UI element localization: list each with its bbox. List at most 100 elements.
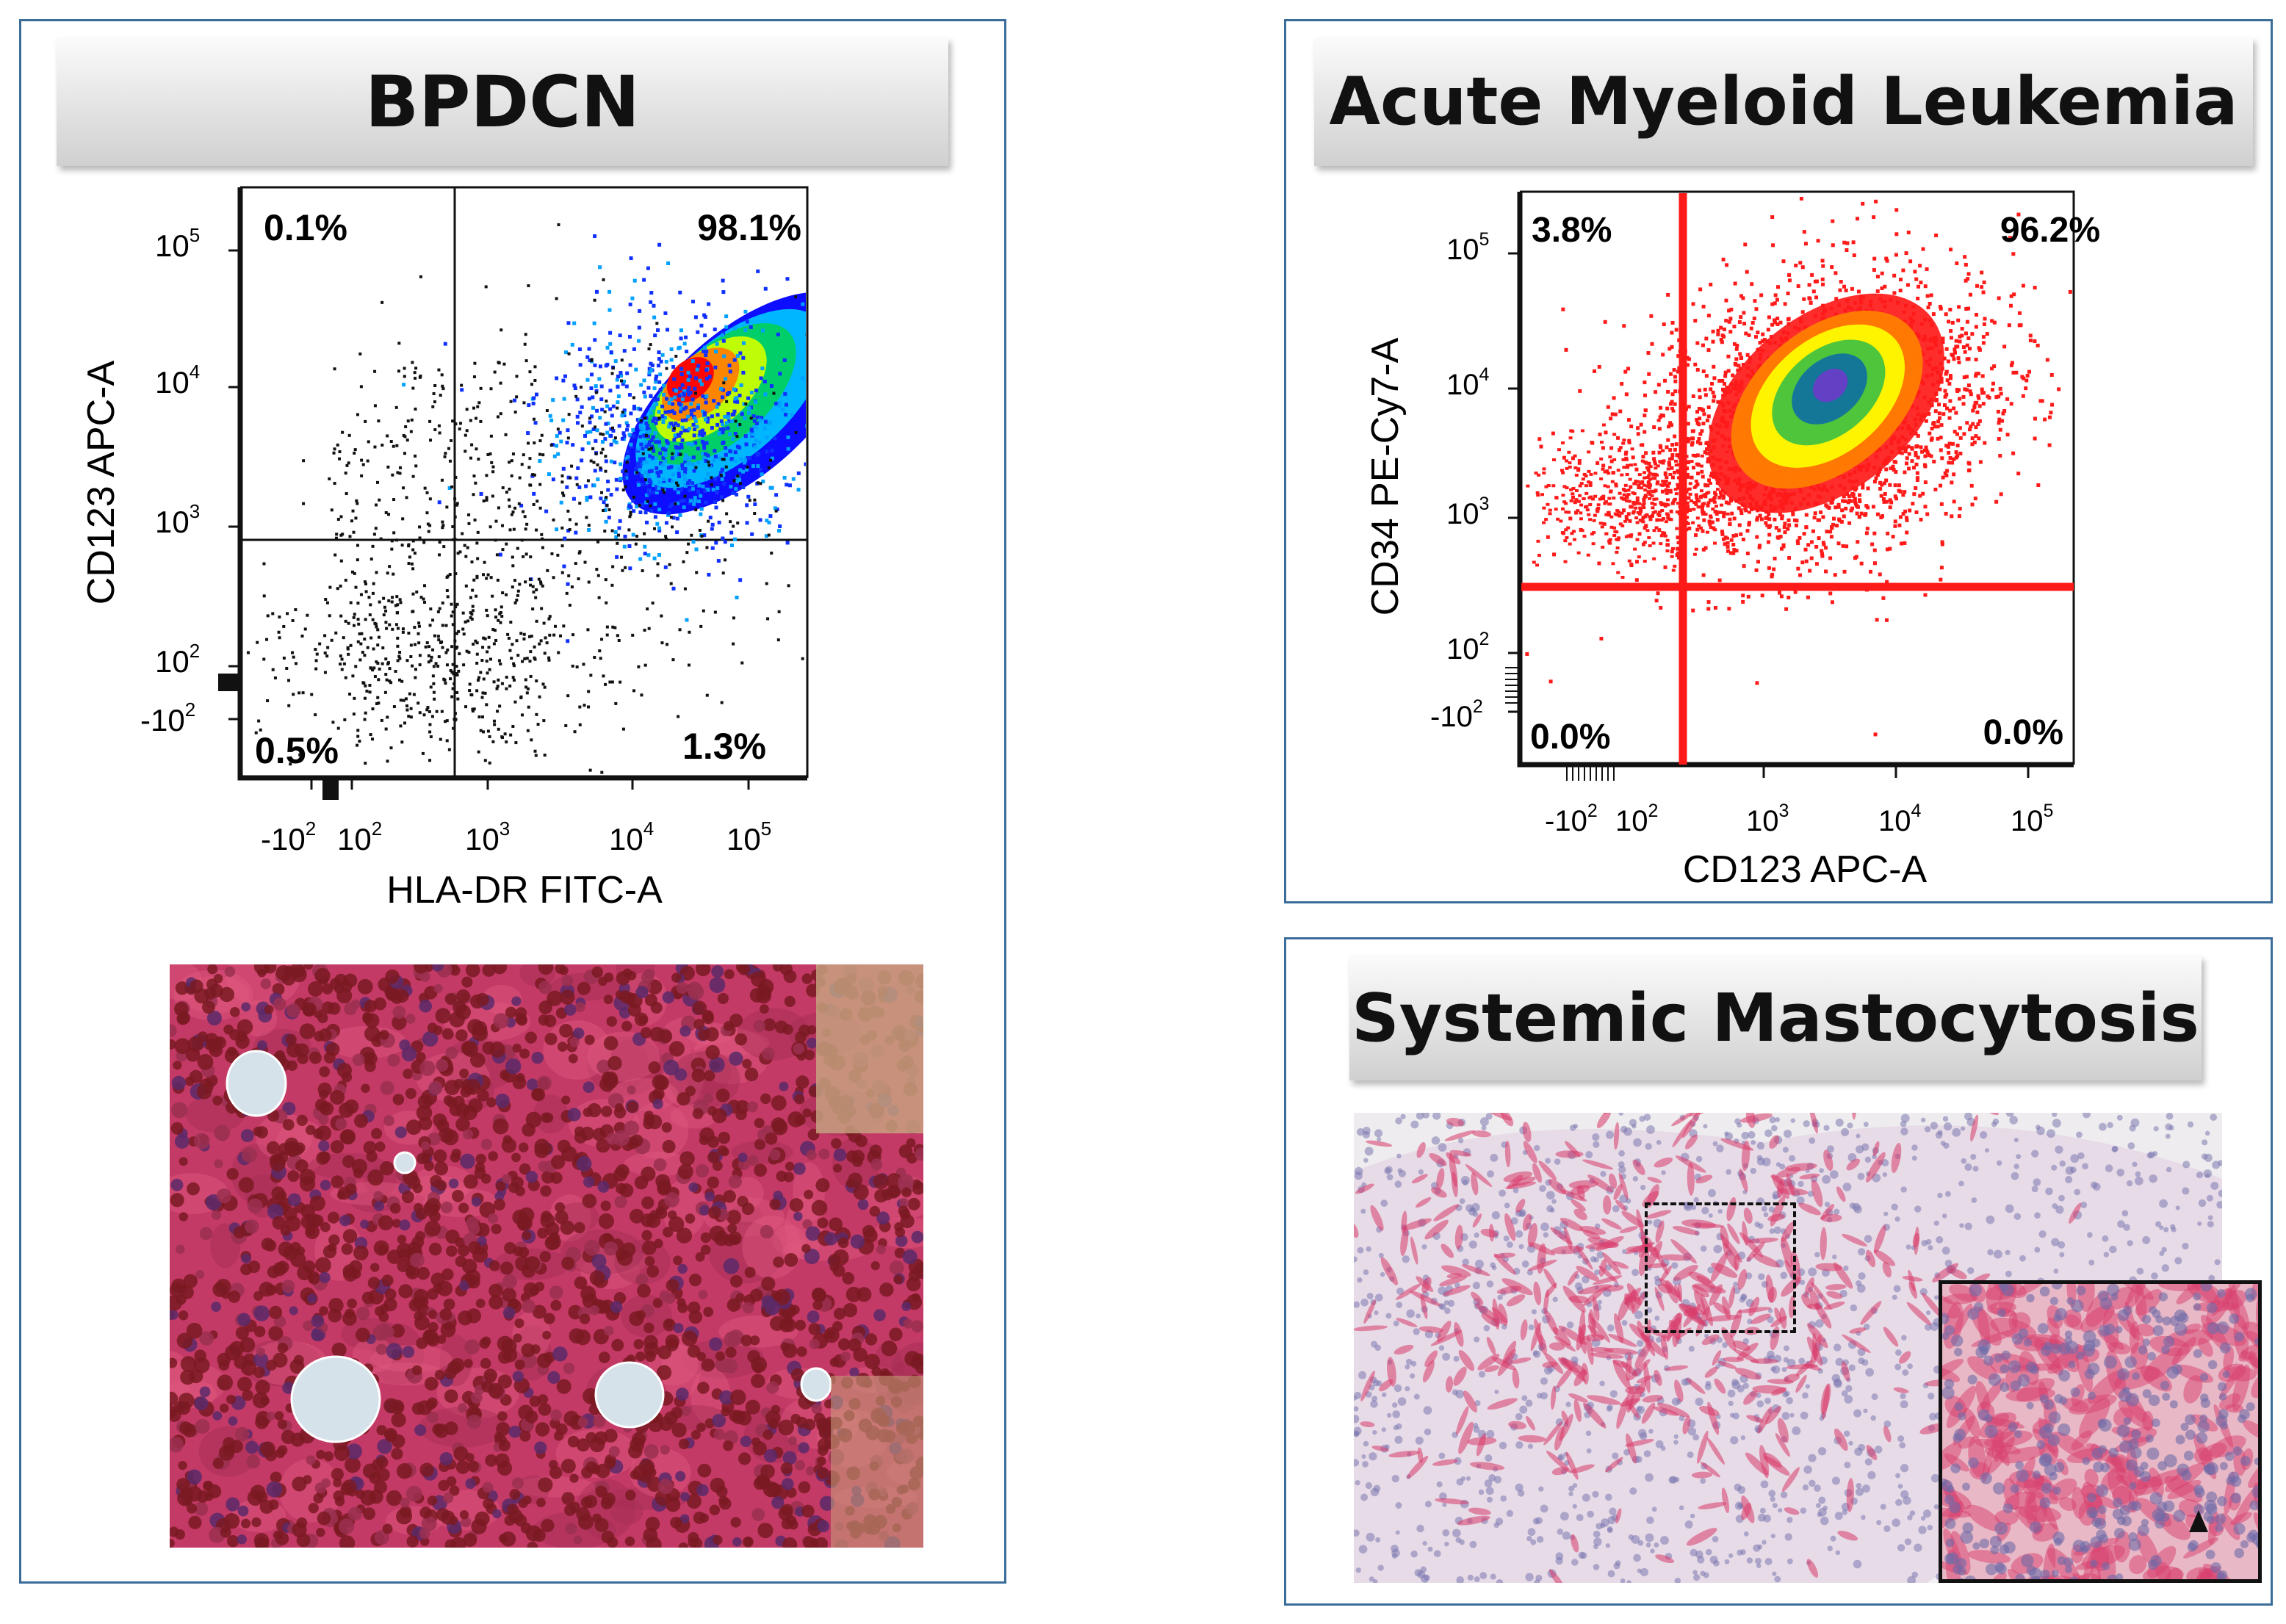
bpdcn-event (376, 661, 380, 665)
bpdcn-event (651, 602, 655, 605)
bpdcn-event (472, 642, 475, 646)
bpdcn-event (555, 297, 558, 300)
bpdcn-event (450, 485, 454, 488)
bpdcn-event (682, 498, 686, 502)
bpdcn-event (635, 461, 640, 466)
cell-nucleus (555, 1210, 569, 1224)
cell-nucleus (443, 1095, 454, 1105)
bpdcn-event (341, 430, 345, 434)
bpdcn-event (496, 710, 500, 713)
bpdcn-event (391, 793, 394, 795)
bpdcn-event (453, 497, 457, 501)
bpdcn-event (533, 365, 537, 369)
bpdcn-event (399, 724, 403, 728)
bpdcn-event (371, 618, 375, 621)
bpdcn-event (441, 520, 444, 524)
bpdcn-event (544, 636, 547, 640)
cell-nucleus (492, 964, 508, 975)
bpdcn-event (570, 342, 574, 347)
cell-nucleus (425, 1197, 441, 1213)
bpdcn-event (403, 721, 407, 725)
bpdcn-event (666, 441, 670, 446)
bpdcn-event (515, 375, 519, 378)
bpdcn-event (339, 515, 343, 519)
bpdcn-event (395, 595, 399, 599)
bpdcn-event (431, 674, 435, 678)
bpdcn-event (481, 691, 485, 695)
cell-nucleus (712, 1161, 723, 1172)
cell-nucleus (641, 1166, 656, 1182)
bpdcn-event (747, 455, 751, 460)
bpdcn-event (298, 691, 301, 695)
cell-nucleus (206, 978, 218, 990)
bpdcn-event (750, 532, 754, 536)
bpdcn-event (616, 541, 619, 545)
cell-nucleus (804, 1189, 814, 1199)
bpdcn-event (486, 650, 489, 654)
cell-nucleus (444, 992, 457, 1006)
cell-nucleus (801, 973, 812, 984)
aml-event (1754, 307, 1759, 311)
aml-event (1770, 574, 1774, 579)
bpdcn-event (437, 500, 441, 505)
aml-event (1712, 491, 1717, 495)
bpdcn-event (323, 671, 327, 674)
cell-nucleus (214, 1125, 231, 1141)
bpdcn-event (767, 466, 771, 469)
bpdcn-event (728, 449, 732, 453)
bpdcn-event (605, 601, 608, 605)
bpdcn-event (474, 639, 477, 643)
bpdcn-event (605, 404, 610, 408)
bpdcn-event (556, 427, 560, 431)
bpdcn-event (397, 654, 401, 658)
bpdcn-event (384, 673, 388, 676)
bpdcn-event (772, 391, 776, 395)
aml-event (1888, 546, 1892, 551)
cell-nucleus (468, 1098, 483, 1114)
bpdcn-event (303, 627, 307, 631)
bpdcn-event (386, 513, 390, 516)
cell-nucleus (180, 1369, 195, 1385)
bpdcn-event (645, 431, 649, 436)
bpdcn-event (286, 612, 289, 616)
cell-nucleus (704, 1191, 715, 1202)
bpdcn-event (680, 463, 685, 467)
bpdcn-event (287, 704, 291, 707)
bpdcn-event (455, 602, 459, 606)
bpdcn-event (359, 642, 363, 646)
cell-nucleus (237, 1313, 251, 1327)
bpdcn-event (371, 707, 375, 711)
bpdcn-event (642, 433, 646, 438)
cell-nucleus (598, 1213, 615, 1230)
bpdcn-event (738, 351, 743, 356)
cell-nucleus (805, 1226, 821, 1241)
aml-event (1758, 513, 1762, 518)
bpdcn-event (615, 378, 619, 382)
bpdcn-event (647, 491, 652, 496)
cell-nucleus (421, 1515, 437, 1531)
bpdcn-xtick-1e4: 104 (609, 818, 654, 856)
aml-xtick-1e4: 104 (1878, 801, 1922, 837)
bpdcn-event (429, 439, 433, 442)
cell-nucleus (237, 1534, 247, 1545)
cell-nucleus (782, 1478, 794, 1490)
aml-event (1711, 339, 1715, 344)
bpdcn-event (563, 536, 567, 541)
bpdcn-event (636, 483, 641, 487)
cell-nucleus (224, 966, 236, 978)
bpdcn-event (558, 430, 562, 435)
bpdcn-event (359, 385, 363, 389)
bpdcn-event (575, 421, 580, 425)
bpdcn-event (536, 723, 540, 726)
bpdcn-event (583, 560, 587, 564)
bpdcn-event (809, 339, 812, 343)
bpdcn-event (666, 513, 671, 517)
fat-vacuole (800, 1367, 832, 1402)
bpdcn-event (738, 393, 742, 397)
cell-nucleus (668, 1041, 685, 1057)
cell-nucleus (455, 1255, 467, 1267)
cell-nucleus (320, 1221, 331, 1233)
bpdcn-event (464, 620, 467, 624)
cell-nucleus (597, 1180, 610, 1193)
cell-nucleus (360, 1219, 369, 1229)
